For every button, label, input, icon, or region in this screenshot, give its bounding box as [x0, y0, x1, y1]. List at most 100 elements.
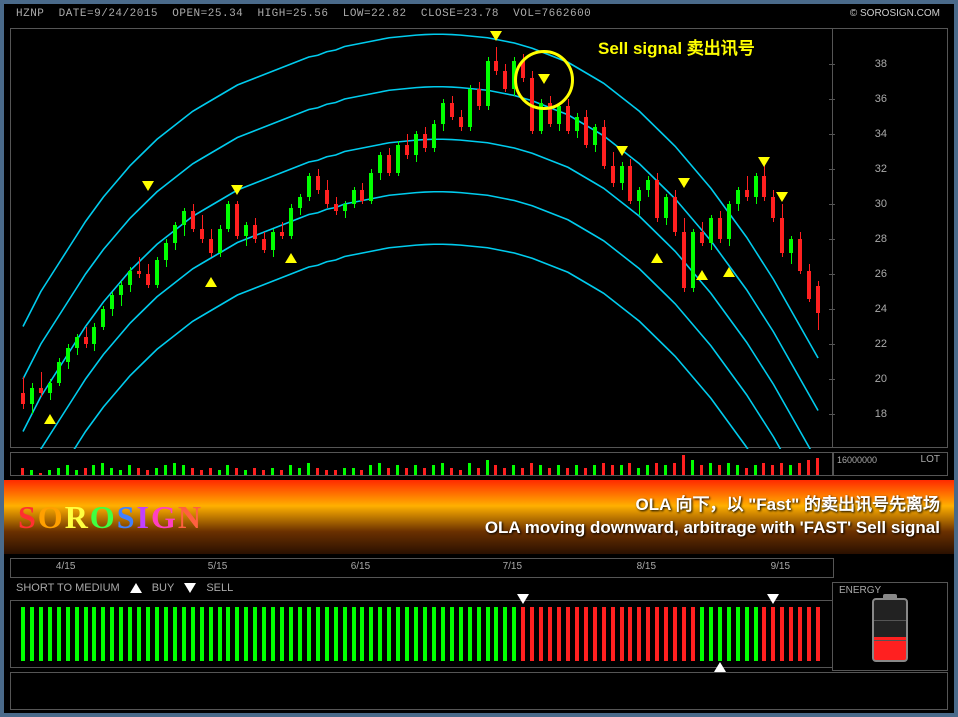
candle [57, 362, 61, 383]
candle [253, 225, 257, 239]
candle [352, 190, 356, 204]
candle [235, 204, 239, 236]
candle [789, 239, 793, 253]
candle [468, 89, 472, 128]
candle [30, 388, 34, 404]
stm-buy-label: BUY [152, 582, 175, 594]
stm-histogram[interactable] [10, 600, 834, 668]
candle [405, 145, 409, 156]
volume-y-axis: 16000000 [832, 452, 948, 476]
candle [66, 348, 70, 362]
battery-icon [872, 598, 908, 662]
candle [182, 211, 186, 225]
stm-sell-label: SELL [206, 582, 233, 594]
candle [298, 197, 302, 208]
x-tick: 9/15 [771, 561, 790, 572]
candle [48, 383, 52, 394]
buy-marker-icon [285, 250, 297, 268]
candle [441, 103, 445, 124]
candle [101, 309, 105, 327]
candle [396, 145, 400, 173]
candle [218, 229, 222, 254]
x-tick: 6/15 [351, 561, 370, 572]
candle [110, 295, 114, 309]
x-tick: 8/15 [637, 561, 656, 572]
candle [343, 204, 347, 211]
candle [566, 106, 570, 131]
candle [146, 274, 150, 285]
candle [423, 134, 427, 148]
candle [584, 117, 588, 145]
sell-marker-icon [678, 175, 690, 193]
candle [262, 239, 266, 250]
buy-marker-icon [205, 274, 217, 292]
sell-marker-icon [616, 143, 628, 161]
volume-chart[interactable] [10, 452, 834, 476]
banner-line-en: OLA moving downward, arbitrage with 'FAS… [485, 517, 940, 540]
candle [164, 243, 168, 261]
candle [593, 127, 597, 145]
sell-marker-icon [776, 189, 788, 207]
candle [727, 204, 731, 239]
candle [39, 388, 43, 393]
candle [503, 71, 507, 89]
candle [628, 166, 632, 201]
x-tick: 5/15 [208, 561, 227, 572]
sorosign-logo: SOROSIGN [18, 499, 203, 536]
candle [682, 232, 686, 288]
candle [334, 204, 338, 211]
candle [807, 271, 811, 299]
candle [762, 176, 766, 197]
x-tick: 7/15 [503, 561, 522, 572]
candle [575, 117, 579, 131]
bottom-spacer [10, 672, 948, 710]
candle [780, 218, 784, 253]
copyright: © SOROSIGN.COM [850, 8, 940, 19]
candle [646, 180, 650, 191]
buy-w-marker-icon [714, 659, 726, 677]
sorosign-banner: SOROSIGN OLA 向下，以 "Fast" 的卖出讯号先离场 OLA mo… [4, 480, 954, 554]
candle [718, 218, 722, 239]
candle [244, 225, 248, 236]
candle [432, 124, 436, 149]
candle [611, 166, 615, 184]
candle [200, 229, 204, 240]
candle [226, 204, 230, 229]
candle [209, 239, 213, 253]
candle [360, 190, 364, 201]
candle [369, 173, 373, 201]
buy-marker-icon [723, 264, 735, 282]
candle [745, 190, 749, 197]
candle [414, 134, 418, 155]
candle [691, 232, 695, 288]
buy-marker-icon [44, 411, 56, 429]
candle [637, 190, 641, 201]
buy-marker-icon [651, 250, 663, 268]
candle [137, 271, 141, 275]
sell-marker-icon [490, 28, 502, 46]
sell-signal-annotation: Sell signal 卖出讯号 [598, 34, 755, 59]
candle [271, 232, 275, 250]
candle [816, 286, 820, 312]
price-chart[interactable] [10, 28, 834, 448]
candle [477, 89, 481, 107]
candle [620, 166, 624, 184]
candle [128, 271, 132, 285]
candle [316, 176, 320, 190]
candle [486, 61, 490, 107]
sell-marker-icon [231, 182, 243, 200]
stm-label: SHORT TO MEDIUM [16, 582, 120, 594]
candle [280, 232, 284, 236]
buy-marker-icon [696, 267, 708, 285]
candle [325, 190, 329, 204]
sell-triangle-white-icon [184, 583, 196, 593]
stm-legend: SHORT TO MEDIUM BUY SELL [16, 582, 233, 594]
candle [709, 218, 713, 243]
candle [21, 393, 25, 404]
candle [173, 225, 177, 243]
sell-signal-triangle-icon [538, 74, 550, 84]
sell-w-marker-icon [517, 591, 529, 609]
candle [736, 190, 740, 204]
candle [754, 176, 758, 197]
candle [664, 197, 668, 218]
